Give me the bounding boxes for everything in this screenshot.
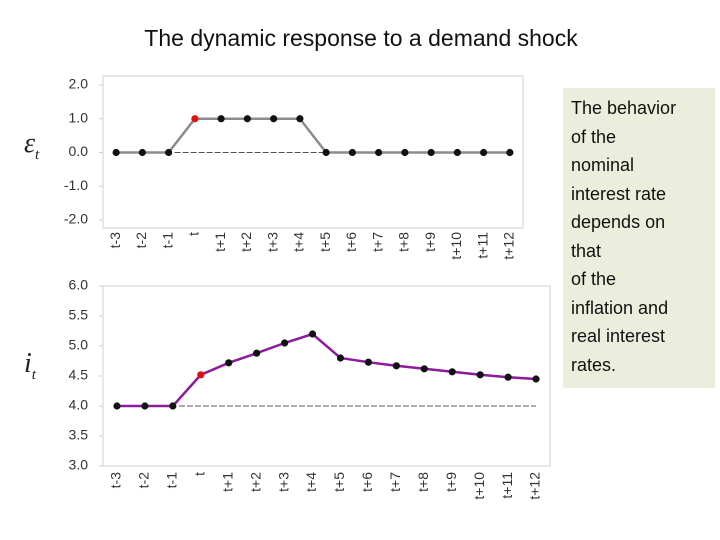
- point: [375, 148, 383, 157]
- x-tick-label: t+9: [422, 232, 438, 252]
- y-tick-label: 4.5: [69, 367, 89, 383]
- point: [296, 115, 304, 123]
- point: [420, 365, 428, 373]
- note-line: that: [571, 240, 602, 261]
- point: [217, 115, 225, 123]
- y-tick-label: -1.0: [64, 177, 88, 193]
- y-tick-label: 6.0: [69, 277, 89, 293]
- point: [113, 402, 121, 410]
- point: [427, 148, 435, 157]
- symbol-main: i: [24, 348, 32, 379]
- point: [506, 148, 514, 157]
- point: [243, 115, 251, 123]
- x-tick-label: t+6: [343, 232, 359, 252]
- y-tick-label: 5.5: [69, 307, 89, 323]
- point: [197, 371, 205, 379]
- y-axis-symbol: it: [24, 348, 37, 383]
- point: [476, 371, 484, 379]
- point: [348, 148, 356, 157]
- x-tick-label: t+11: [499, 472, 515, 499]
- x-tick-label: t-3: [107, 232, 123, 249]
- x-tick-label: t+8: [396, 232, 412, 252]
- point: [138, 148, 146, 157]
- point: [112, 148, 120, 157]
- note-line: interest rate: [571, 183, 667, 204]
- point: [308, 330, 317, 338]
- point: [169, 402, 177, 410]
- x-tick-label: t+7: [369, 232, 385, 252]
- point: [322, 148, 330, 157]
- symbol-main: ε: [24, 128, 35, 159]
- x-tick-label: t: [186, 232, 202, 236]
- point: [532, 375, 540, 383]
- x-tick-label: t+10: [448, 232, 464, 260]
- note-line: of the: [571, 269, 617, 289]
- x-tick-label: t+1: [219, 472, 235, 492]
- x-tick-label: t+2: [247, 472, 263, 492]
- x-tick-label: t+8: [415, 472, 431, 492]
- note-line: inflation and: [571, 297, 669, 318]
- point: [165, 148, 173, 157]
- x-tick-label: t+10: [471, 472, 487, 500]
- point: [392, 362, 400, 370]
- point: [453, 148, 461, 157]
- point: [336, 354, 345, 362]
- y-tick-label: 1.0: [69, 109, 89, 125]
- note-box: The behavior of the nominal interest rate de…: [563, 88, 715, 388]
- note-line: nominal: [571, 155, 635, 175]
- point: [364, 358, 373, 366]
- x-tick-label: t+4: [291, 232, 307, 252]
- x-tick-label: t: [191, 472, 207, 476]
- y-axis-symbol: εt: [24, 128, 40, 163]
- x-tick-label: t+6: [359, 472, 375, 492]
- y-tick-label: 5.0: [69, 337, 89, 353]
- x-tick-label: t-1: [164, 472, 180, 489]
- x-tick-label: t+11: [474, 232, 490, 259]
- x-tick-label: t-2: [136, 472, 152, 489]
- note-line: of the: [571, 126, 617, 147]
- y-tick-label: 3.0: [69, 457, 89, 473]
- x-tick-label: t+5: [317, 232, 333, 252]
- x-tick-label: t+2: [238, 232, 254, 252]
- x-tick-label: t+7: [387, 472, 403, 492]
- y-tick-label: 2.0: [69, 76, 89, 92]
- x-tick-label: t+1: [212, 232, 228, 252]
- x-tick-label: t-1: [159, 232, 175, 249]
- y-tick-label: 0.0: [69, 143, 89, 159]
- x-tick-label: t+12: [527, 472, 543, 500]
- point: [504, 373, 512, 381]
- point: [270, 115, 278, 123]
- x-tick-label: t+12: [501, 232, 517, 260]
- point: [480, 148, 488, 157]
- x-tick-label: t-2: [133, 232, 149, 249]
- y-tick-label: -2.0: [64, 211, 88, 227]
- note-line: depends on: [571, 212, 666, 232]
- point: [280, 339, 289, 347]
- x-tick-label: t+3: [275, 472, 291, 492]
- note-line: real interest: [571, 326, 666, 346]
- point: [141, 402, 149, 410]
- x-tick-label: t-3: [108, 472, 124, 489]
- point: [253, 349, 261, 357]
- point: [448, 368, 456, 376]
- y-tick-label: 3.5: [69, 427, 89, 443]
- x-tick-label: t+3: [264, 232, 280, 252]
- series-line: [116, 332, 537, 408]
- symbol-sub: t: [32, 367, 37, 383]
- y-tick-label: 4.0: [69, 397, 89, 413]
- x-tick-label: t+4: [303, 472, 319, 492]
- series-line: [116, 117, 510, 154]
- x-tick-label: t+5: [331, 472, 347, 492]
- note-line: The behavior: [571, 98, 677, 118]
- point: [225, 359, 233, 367]
- point: [401, 148, 409, 157]
- slide-title: The dynamic response to a demand shock: [144, 25, 578, 51]
- symbol-sub: t: [35, 147, 40, 163]
- x-tick-label: t+9: [443, 472, 459, 492]
- note-line: rates.: [571, 354, 617, 375]
- point: [191, 115, 199, 123]
